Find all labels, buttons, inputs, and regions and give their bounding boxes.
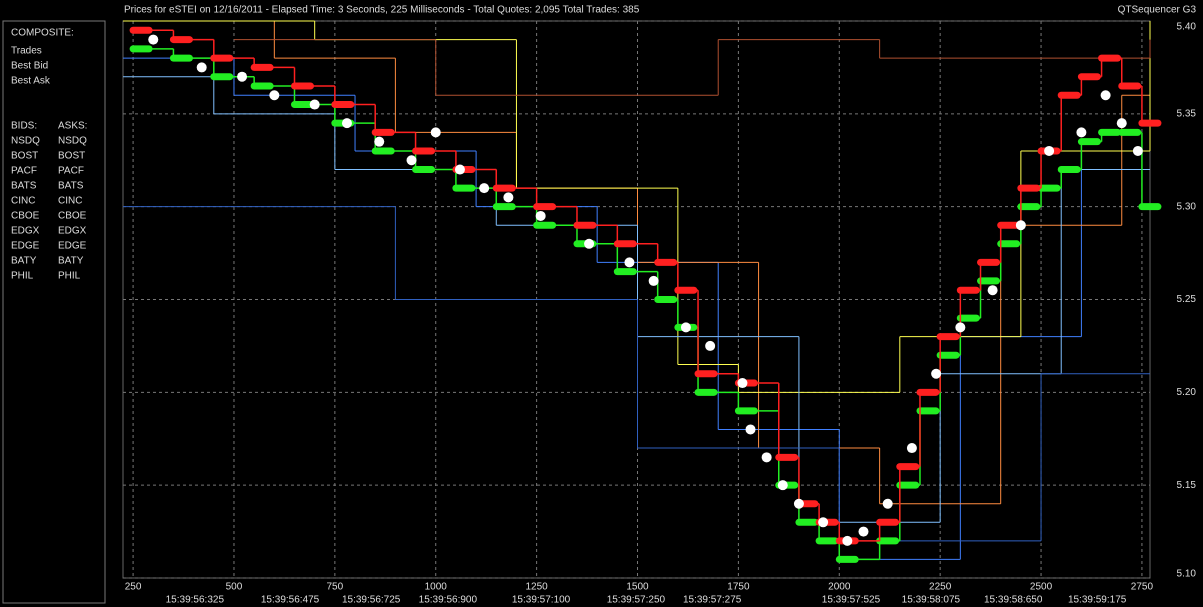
trade-dot bbox=[882, 498, 893, 509]
time-label: 15:39:59:175 bbox=[1068, 595, 1127, 606]
trade-dot bbox=[987, 285, 998, 296]
legend-ask-exchange: BOST bbox=[58, 151, 85, 162]
time-label: 15:39:56:475 bbox=[261, 595, 320, 606]
legend-bid-exchange: CINC bbox=[11, 196, 35, 207]
legend-ask-exchange: NSDQ bbox=[58, 136, 87, 147]
y-tick-label: 5.10 bbox=[1177, 569, 1197, 580]
trade-dot bbox=[1076, 127, 1087, 138]
trade-dot bbox=[269, 90, 280, 101]
legend-bid-exchange: BATS bbox=[11, 181, 37, 192]
y-tick-label: 5.25 bbox=[1177, 294, 1197, 305]
asks-label: ASKS: bbox=[58, 121, 87, 132]
y-tick-label: 5.30 bbox=[1177, 201, 1197, 212]
legend-trades: Trades bbox=[11, 46, 42, 57]
trade-dot bbox=[648, 275, 659, 286]
composite-label: COMPOSITE: bbox=[11, 28, 74, 39]
legend-ask-exchange: CINC bbox=[58, 196, 82, 207]
time-label: 15:39:58:075 bbox=[902, 595, 961, 606]
legend-bid-exchange: BOST bbox=[11, 151, 38, 162]
x-tick-label: 250 bbox=[125, 582, 142, 593]
x-tick-label: 750 bbox=[327, 582, 344, 593]
trade-dot bbox=[406, 155, 417, 166]
trade-dot bbox=[454, 164, 465, 175]
legend-bid-exchange: NSDQ bbox=[11, 136, 40, 147]
x-tick-label: 1250 bbox=[525, 582, 548, 593]
x-tick-label: 2500 bbox=[1030, 582, 1053, 593]
legend-best-bid: Best Bid bbox=[11, 61, 48, 72]
time-label: 15:39:56:725 bbox=[342, 595, 401, 606]
time-label: 15:39:57:100 bbox=[512, 595, 571, 606]
legend-ask-exchange: CBOE bbox=[58, 211, 87, 222]
trade-dot bbox=[680, 322, 691, 333]
legend-bid-exchange: CBOE bbox=[11, 211, 40, 222]
trade-dot bbox=[584, 238, 595, 249]
trade-dot bbox=[341, 118, 352, 129]
y-tick-label: 5.35 bbox=[1177, 108, 1197, 119]
legend-ask-exchange: PACF bbox=[58, 166, 84, 177]
trade-dot bbox=[906, 443, 917, 454]
x-tick-label: 2000 bbox=[828, 582, 851, 593]
y-tick-label: 5.20 bbox=[1177, 387, 1197, 398]
time-label: 15:39:57:275 bbox=[683, 595, 742, 606]
legend-ask-exchange: EDGX bbox=[58, 226, 87, 237]
legend-ask-exchange: BATS bbox=[58, 181, 84, 192]
bids-label: BIDS: bbox=[11, 121, 37, 132]
trade-dot bbox=[793, 498, 804, 509]
trade-dot bbox=[931, 368, 942, 379]
trade-dot bbox=[503, 192, 514, 203]
legend-bid-exchange: PHIL bbox=[11, 271, 34, 282]
legend-bid-exchange: EDGX bbox=[11, 226, 40, 237]
trade-dot bbox=[955, 322, 966, 333]
plot bbox=[123, 20, 1162, 579]
trade-dot bbox=[1015, 220, 1026, 231]
time-label: 15:39:57:525 bbox=[822, 595, 881, 606]
legend-best-ask: Best Ask bbox=[11, 76, 51, 87]
legend-bid-exchange: EDGE bbox=[11, 241, 40, 252]
x-tick-label: 1500 bbox=[626, 582, 649, 593]
trade-dot bbox=[1044, 145, 1055, 156]
x-tick-label: 2750 bbox=[1131, 582, 1154, 593]
trade-dot bbox=[374, 136, 385, 147]
y-tick-label: 5.40 bbox=[1177, 22, 1197, 33]
trade-dot bbox=[624, 257, 635, 268]
trade-dot bbox=[745, 424, 756, 435]
time-label: 15:39:56:900 bbox=[419, 595, 478, 606]
trade-dot bbox=[430, 127, 441, 138]
legend-ask-exchange: BATY bbox=[58, 256, 84, 267]
legend-ask-exchange: PHIL bbox=[58, 271, 81, 282]
trade-dot bbox=[479, 183, 490, 194]
trade-dot bbox=[1132, 145, 1143, 156]
legend-panel bbox=[2, 20, 106, 604]
x-tick-label: 500 bbox=[226, 582, 243, 593]
y-tick-label: 5.15 bbox=[1177, 480, 1197, 491]
trade-dot bbox=[148, 34, 159, 45]
trade-dot bbox=[737, 378, 748, 389]
app-name: QTSequencer G3 bbox=[1118, 5, 1197, 16]
x-tick-label: 2250 bbox=[929, 582, 952, 593]
trade-dot bbox=[535, 210, 546, 221]
legend-ask-exchange: EDGE bbox=[58, 241, 87, 252]
trade-dot bbox=[237, 71, 248, 82]
legend-bid-exchange: PACF bbox=[11, 166, 37, 177]
chart-title: Prices for eSTEI on 12/16/2011 - Elapsed… bbox=[124, 5, 640, 16]
x-tick-label: 1750 bbox=[727, 582, 750, 593]
time-label: 15:39:57:250 bbox=[607, 595, 666, 606]
time-label: 15:39:58:650 bbox=[984, 595, 1043, 606]
trade-dot bbox=[818, 517, 829, 528]
x-tick-label: 1000 bbox=[425, 582, 448, 593]
trade-dot bbox=[777, 480, 788, 491]
time-label: 15:39:56:325 bbox=[166, 595, 225, 606]
trade-dot bbox=[196, 62, 207, 73]
legend-bid-exchange: BATY bbox=[11, 256, 37, 267]
trade-dot bbox=[858, 526, 869, 537]
trade-dot bbox=[309, 99, 320, 110]
trade-dot bbox=[761, 452, 772, 463]
trade-dot bbox=[705, 340, 716, 351]
trade-dot bbox=[842, 535, 853, 546]
trade-dot bbox=[1116, 118, 1127, 129]
trade-dot bbox=[1100, 90, 1111, 101]
